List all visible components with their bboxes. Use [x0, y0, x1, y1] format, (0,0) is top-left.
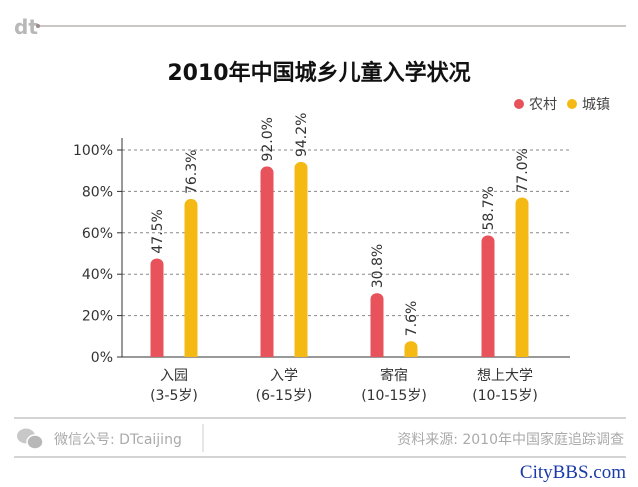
bar-rural: [150, 258, 164, 357]
x-tick-sublabel: (3-5岁): [150, 388, 198, 404]
data-label: 58.7%: [481, 186, 497, 230]
data-label: 30.8%: [370, 244, 386, 288]
y-tick-label: 80%: [82, 184, 113, 200]
bar-base: [481, 350, 495, 357]
y-tick-label: 0%: [91, 350, 113, 366]
legend-label-rural: 农村: [529, 97, 557, 113]
x-tick-sublabel: (10-15岁): [361, 388, 427, 404]
legend-swatch-urban: [567, 99, 577, 109]
x-tick-sublabel: (6-15岁): [256, 388, 313, 404]
watermark: CityBBS.com: [520, 462, 626, 483]
bar-rural: [370, 293, 384, 357]
header: dt: [14, 15, 626, 39]
wechat-account: 微信公号: DTcaijing: [54, 432, 182, 448]
data-label: 76.3%: [184, 150, 200, 194]
x-axis-labels: 入园 (3-5岁) 入学 (6-15岁) 寄宿 (10-15岁) 想上大学 (10-15岁): [150, 367, 538, 404]
x-tick-label: 入园: [160, 368, 188, 384]
y-tick-label: 40%: [82, 267, 113, 283]
data-label: 47.5%: [150, 209, 166, 253]
legend-swatch-rural: [514, 99, 524, 109]
bar-rural: [481, 235, 495, 357]
data-label: 92.0%: [260, 117, 276, 161]
legend-label-urban: 城镇: [582, 97, 610, 113]
bar-rural: [260, 166, 274, 357]
source-note: 资料来源: 2010年中国家庭追踪调查: [397, 431, 624, 448]
bar-base: [150, 350, 164, 357]
x-tick-label: 想上大学: [477, 368, 533, 384]
legend: 农村 城镇: [514, 97, 610, 113]
bar-base: [260, 350, 274, 357]
data-label: 7.6%: [404, 301, 420, 337]
y-tick-label: 100%: [73, 143, 113, 159]
bar-base: [515, 350, 529, 357]
bar-base: [184, 350, 198, 357]
data-label: 94.2%: [294, 113, 310, 157]
wechat-icon: [17, 428, 44, 450]
bar-urban: [184, 199, 198, 357]
x-tick-sublabel: (10-15岁): [472, 388, 538, 404]
bar-base: [294, 350, 308, 357]
data-label: 77.0%: [515, 148, 531, 192]
footer: 微信公号: DTcaijing 资料来源: 2010年中国家庭追踪调查 City…: [14, 417, 626, 483]
chart-title: 2010年中国城乡儿童入学状况: [167, 60, 470, 86]
y-tick-label: 20%: [82, 309, 113, 325]
dt-logo: dt: [14, 15, 38, 39]
bar-base: [370, 350, 384, 357]
x-tick-label: 寄宿: [380, 367, 408, 384]
y-axis: 0% 20% 40% 60% 80% 100%: [73, 143, 122, 366]
x-tick-label: 入学: [270, 368, 298, 384]
bar-base: [404, 350, 418, 357]
bar-urban: [294, 162, 308, 357]
bar-urban: [515, 197, 529, 357]
y-tick-label: 60%: [82, 226, 113, 242]
bars: 47.5% 76.3% 92.0% 94.2% 30.8% 7.6% 58.7% 77.0%: [150, 113, 531, 357]
